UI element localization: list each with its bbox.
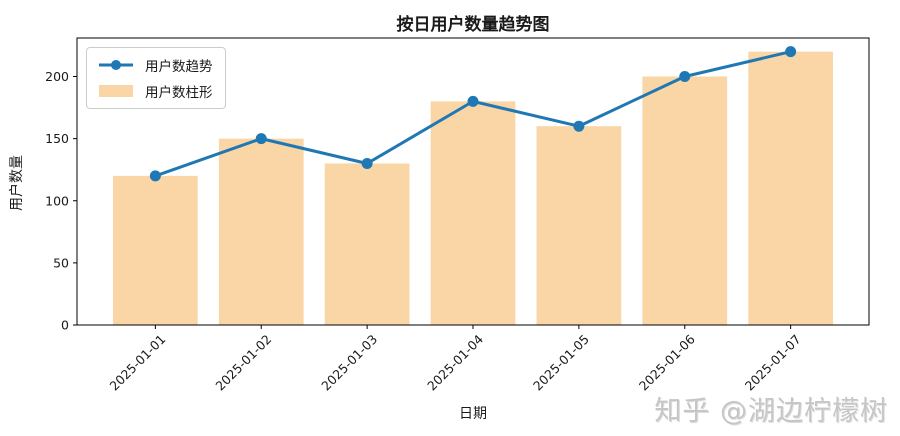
data-point-marker bbox=[679, 71, 691, 83]
legend-item-line: 用户数趋势 bbox=[97, 55, 213, 75]
y-tick-label: 100 bbox=[45, 193, 69, 208]
chart-legend: 用户数趋势 用户数柱形 bbox=[86, 47, 226, 109]
x-tick-label: 2025-01-06 bbox=[636, 331, 698, 393]
bar-series-swatch-icon bbox=[99, 85, 133, 97]
data-point-marker bbox=[785, 46, 797, 58]
watermark: 知乎 @湖边柠檬树 bbox=[654, 396, 888, 427]
legend-item-bar: 用户数柱形 bbox=[97, 81, 213, 101]
bar bbox=[430, 101, 516, 325]
x-tick-label: 2025-01-05 bbox=[530, 332, 592, 394]
x-tick-label: 2025-01-02 bbox=[212, 332, 274, 394]
bar bbox=[536, 126, 622, 325]
x-tick-label: 2025-01-04 bbox=[424, 331, 486, 393]
bar bbox=[748, 51, 833, 326]
data-point-marker bbox=[149, 170, 161, 182]
bar bbox=[642, 76, 728, 325]
y-axis-label: 用户数量 bbox=[9, 155, 25, 211]
data-point-marker bbox=[361, 157, 373, 169]
data-point-marker bbox=[467, 95, 479, 107]
bar bbox=[218, 138, 304, 325]
y-tick-label: 0 bbox=[61, 318, 69, 333]
legend-bar-label: 用户数柱形 bbox=[145, 85, 213, 101]
y-tick-label: 150 bbox=[45, 131, 69, 146]
bar bbox=[113, 175, 198, 325]
chart-title: 按日用户数量趋势图 bbox=[396, 15, 550, 35]
data-point-marker bbox=[255, 133, 267, 145]
x-tick-label: 2025-01-07 bbox=[742, 332, 804, 394]
bar bbox=[324, 163, 410, 325]
y-tick-label: 200 bbox=[45, 69, 69, 84]
x-tick-label: 2025-01-03 bbox=[318, 332, 380, 394]
x-tick-label: 2025-01-01 bbox=[106, 332, 168, 394]
line-series-swatch-icon bbox=[99, 60, 133, 70]
data-point-marker bbox=[573, 120, 585, 132]
x-axis-label: 日期 bbox=[459, 406, 487, 422]
legend-line-label: 用户数趋势 bbox=[145, 59, 213, 75]
y-tick-label: 50 bbox=[53, 255, 69, 270]
